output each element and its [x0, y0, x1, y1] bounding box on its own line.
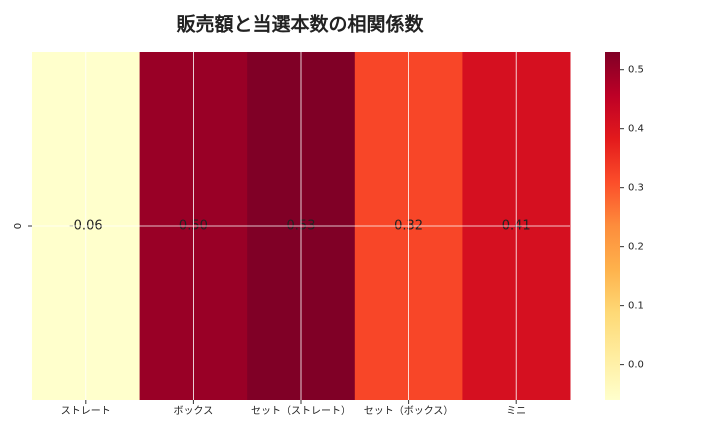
colorbar — [605, 52, 620, 400]
y-tick-label: 0 — [13, 223, 24, 229]
colorbar-tick-label: 0.3 — [628, 183, 644, 194]
x-tick-label: セット（ストレート） — [251, 405, 351, 417]
x-tick-label: セット（ボックス） — [364, 405, 454, 417]
colorbar-tick-label: 0.1 — [628, 301, 644, 312]
colorbar-tick-label: 0.5 — [628, 65, 644, 76]
x-tick-label: ミニ — [506, 406, 526, 417]
x-tick-label: ボックス — [174, 405, 214, 417]
colorbar-tick-label: 0.4 — [628, 124, 644, 135]
x-tick-label: ストレート — [61, 406, 111, 417]
colorbar-tick-label: 0.0 — [628, 360, 644, 371]
chart-title: 販売額と当選本数の相関係数 — [176, 13, 424, 36]
colorbar-tick-label: 0.2 — [628, 242, 644, 253]
